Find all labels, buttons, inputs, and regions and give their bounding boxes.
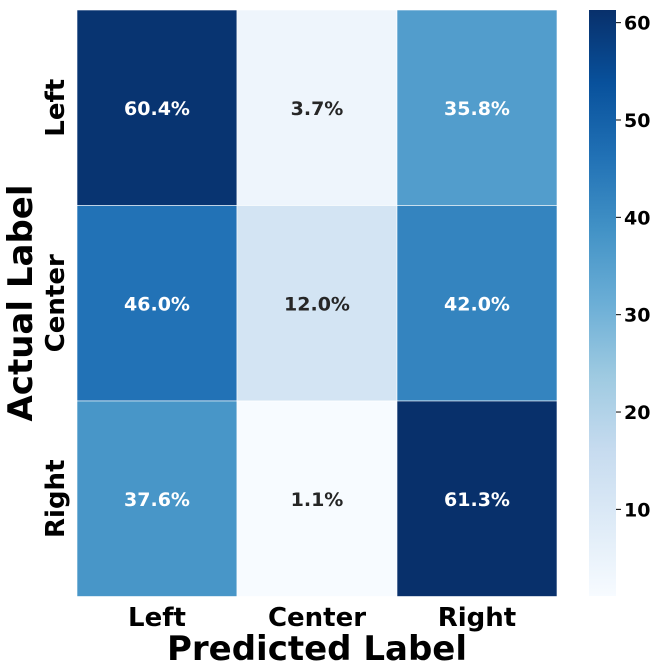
x-tick-label: Center	[268, 603, 366, 633]
heatmap-cells: 60.4% 3.7% 35.8% 46.0% 12.0% 42.0% 37.6% 1.1% 61…	[76, 9, 558, 597]
cell-value-label: 12.0%	[284, 293, 350, 315]
y-tick-label: Left	[41, 79, 71, 137]
colorbar: 10 20 30 40 50 60	[589, 10, 650, 596]
colorbar-gradient	[589, 10, 616, 596]
y-tick-label: Center	[41, 254, 71, 352]
cell-value-label: 1.1%	[291, 489, 344, 511]
heatmap-cell	[396, 9, 558, 206]
cell-value-label: 37.6%	[124, 489, 190, 511]
colorbar-tick-label: 30	[624, 305, 650, 327]
cell-value-label: 46.0%	[124, 293, 190, 315]
colorbar-tick-label: 50	[624, 110, 650, 132]
heatmap-cell	[236, 400, 398, 597]
cell-value-label: 42.0%	[444, 293, 510, 315]
heatmap-cell	[236, 205, 398, 402]
colorbar-tick-label: 20	[624, 402, 650, 424]
y-axis-title: Actual Label	[1, 184, 41, 421]
cell-value-label: 60.4%	[124, 98, 190, 120]
heatmap-cell	[76, 400, 238, 597]
colorbar-tick-label: 10	[624, 499, 650, 521]
heatmap-cell	[76, 205, 238, 402]
cell-value-label: 61.3%	[444, 489, 510, 511]
heatmap-cell	[396, 400, 558, 597]
cell-value-label: 35.8%	[444, 98, 510, 120]
cell-value-label: 3.7%	[291, 98, 344, 120]
colorbar-ticks: 10 20 30 40 50 60	[616, 13, 650, 521]
x-tick-label: Right	[438, 603, 516, 633]
x-axis-title: Predicted Label	[167, 629, 467, 666]
colorbar-tick-label: 60	[624, 13, 650, 35]
heatmap-cell	[76, 9, 238, 206]
colorbar-tick-label: 40	[624, 207, 650, 229]
x-tick-labels: Left Center Right	[128, 603, 516, 633]
y-tick-labels: Left Center Right	[41, 79, 71, 538]
heatmap-cell	[236, 9, 398, 206]
y-tick-label: Right	[41, 460, 71, 538]
x-tick-label: Left	[128, 603, 186, 633]
heatmap-cell	[396, 205, 558, 402]
